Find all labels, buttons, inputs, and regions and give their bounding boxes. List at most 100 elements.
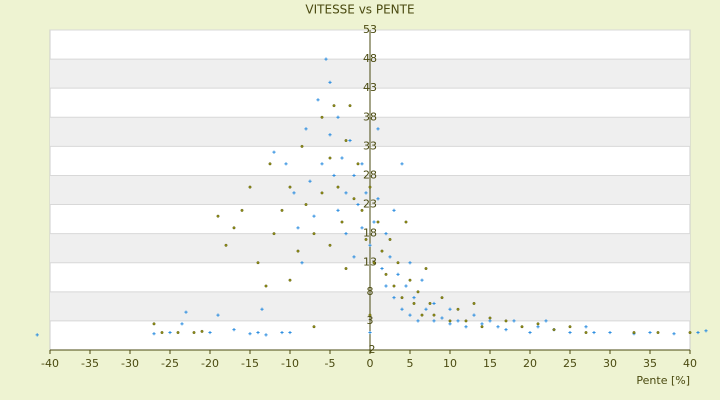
point: [360, 162, 364, 166]
point: [248, 332, 252, 336]
point: [344, 267, 348, 270]
x-tick-label: 0: [367, 357, 374, 370]
point: [416, 319, 420, 323]
point: [568, 325, 572, 329]
y-tick-label: 53: [363, 23, 377, 36]
point: [432, 319, 436, 323]
point: [488, 316, 492, 320]
point: [472, 302, 476, 305]
x-tick-label: -20: [201, 357, 219, 370]
point: [328, 243, 332, 247]
point: [552, 328, 556, 332]
x-tick-label: 5: [407, 357, 414, 370]
x-tick-label: -30: [121, 357, 139, 370]
point: [696, 330, 700, 335]
point: [480, 325, 484, 329]
y-tick-label: 13: [363, 256, 377, 269]
point: [536, 325, 540, 329]
x-axis-label: Pente [%]: [636, 374, 690, 387]
point: [328, 156, 332, 160]
point: [312, 232, 316, 236]
point: [312, 214, 316, 218]
point: [472, 313, 476, 317]
point: [432, 301, 436, 306]
point: [200, 329, 204, 333]
point: [608, 330, 612, 335]
x-tick-label: 25: [563, 357, 577, 370]
point: [512, 319, 516, 323]
point: [368, 330, 372, 335]
point: [180, 322, 184, 326]
point: [592, 330, 596, 335]
point: [280, 330, 284, 335]
point: [192, 331, 196, 334]
point: [408, 261, 412, 265]
point: [364, 191, 368, 195]
point: [412, 302, 416, 305]
x-tick-label: 20: [523, 357, 537, 370]
point: [704, 329, 708, 333]
point: [388, 255, 392, 259]
point: [288, 278, 292, 282]
point: [648, 330, 652, 335]
point: [320, 115, 324, 119]
point: [316, 98, 320, 102]
x-tick-label: -40: [41, 357, 59, 370]
point: [364, 238, 368, 241]
y-tick-label: 18: [363, 227, 377, 240]
point: [300, 261, 304, 265]
point: [292, 191, 296, 195]
point: [440, 296, 444, 300]
point: [160, 331, 164, 334]
chart-title: VITESSE vs PENTE: [305, 3, 414, 17]
point: [392, 296, 396, 300]
point: [464, 325, 468, 329]
point: [400, 296, 404, 300]
point: [400, 162, 404, 166]
point: [296, 226, 300, 230]
point: [340, 220, 344, 224]
point: [456, 307, 460, 311]
point: [288, 330, 292, 335]
point: [408, 278, 412, 282]
point: [264, 333, 268, 337]
y-tick-label: 33: [363, 139, 377, 152]
point: [340, 156, 344, 160]
point: [504, 319, 508, 323]
point: [464, 319, 468, 323]
point: [336, 185, 340, 189]
y-tick-label: 23: [363, 198, 377, 211]
point: [152, 322, 156, 326]
point: [504, 328, 508, 332]
point: [35, 333, 39, 337]
point: [380, 249, 384, 253]
point: [420, 313, 424, 317]
point: [392, 284, 396, 288]
point: [328, 80, 332, 84]
point: [632, 331, 636, 334]
x-tick-label: -25: [161, 357, 179, 370]
point: [256, 261, 260, 265]
point: [480, 322, 484, 326]
x-tick-label: 40: [683, 357, 697, 370]
point: [404, 220, 408, 224]
point: [396, 272, 400, 276]
point: [584, 331, 588, 334]
point: [376, 220, 380, 224]
y-tick-label: -2: [365, 343, 376, 356]
point: [332, 173, 336, 178]
point: [544, 319, 548, 323]
point: [272, 232, 276, 236]
point: [336, 208, 340, 212]
point: [360, 208, 364, 212]
point: [324, 57, 328, 61]
point: [348, 138, 352, 143]
point: [240, 208, 244, 212]
point: [368, 185, 372, 189]
point: [268, 162, 272, 166]
point: [376, 197, 380, 201]
point: [440, 316, 444, 320]
point: [308, 179, 312, 183]
point: [412, 296, 416, 300]
